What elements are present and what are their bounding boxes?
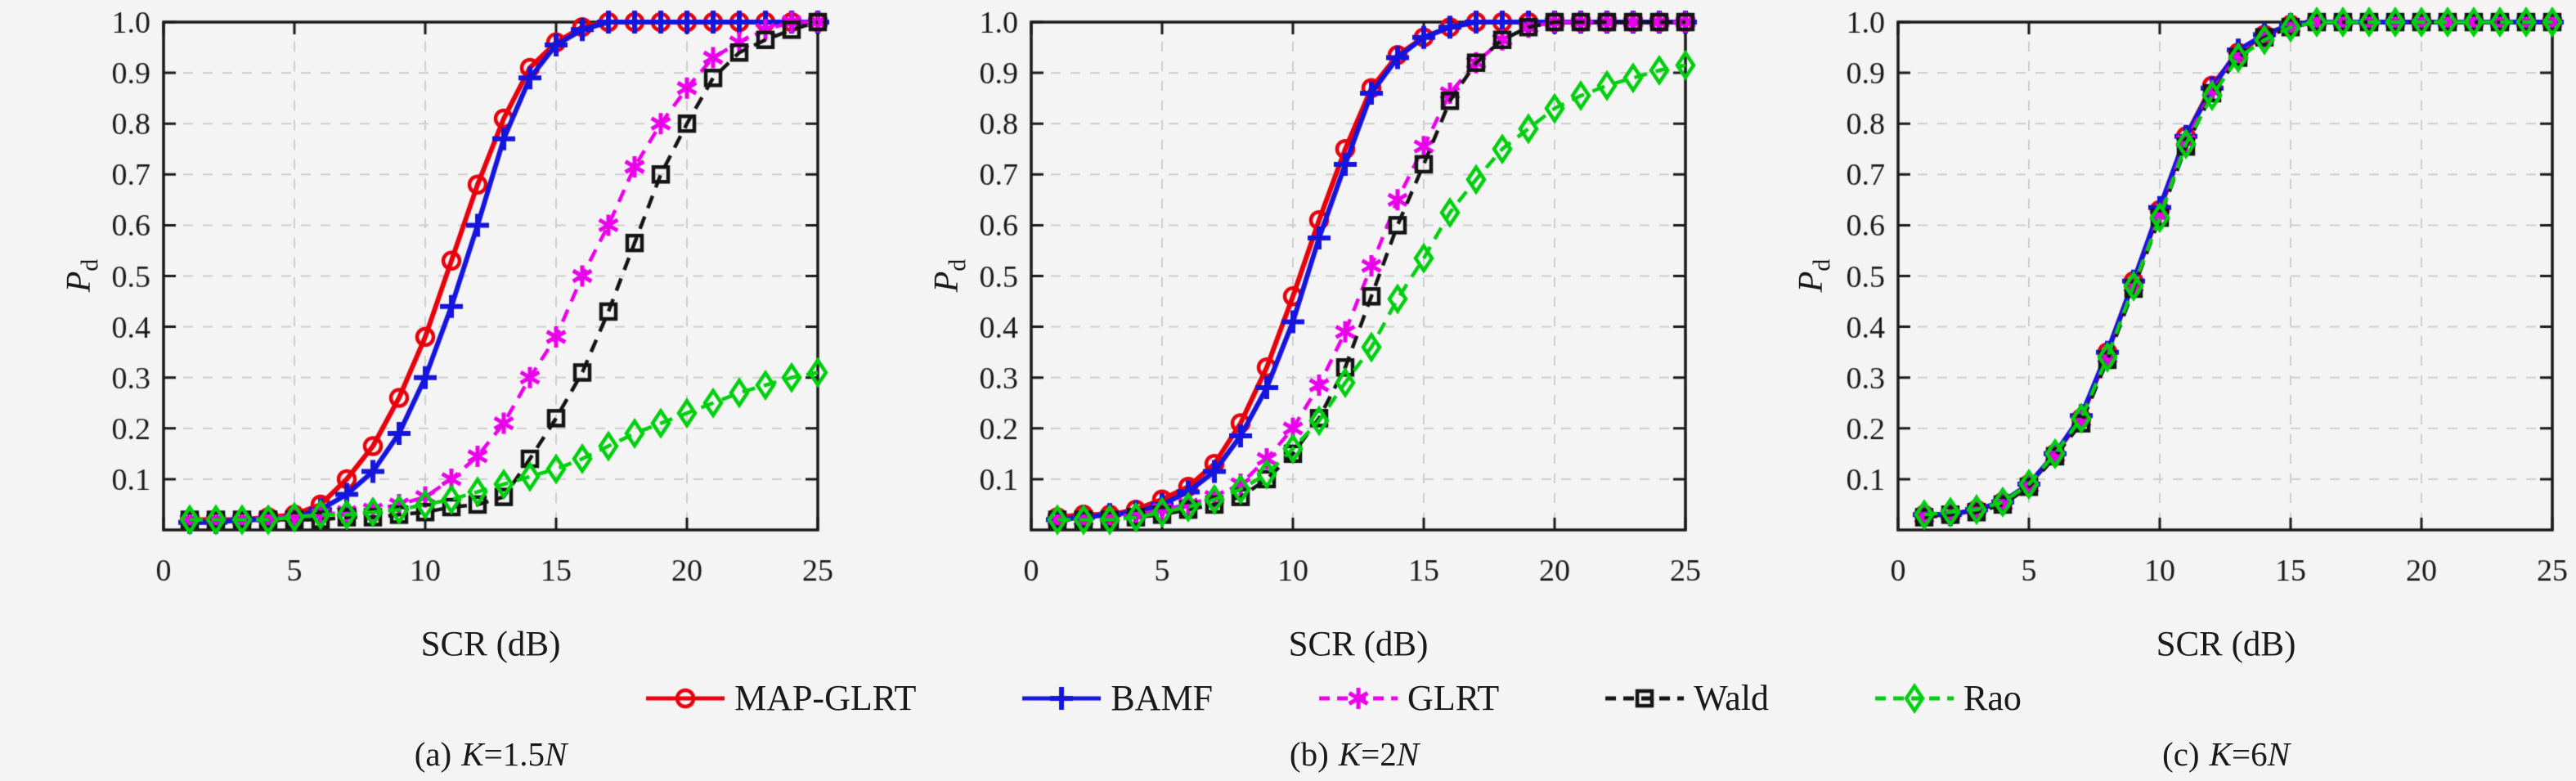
chart-canvas-c — [1735, 0, 2576, 671]
chart-canvas-a — [0, 0, 867, 671]
legend-item-wald: Wald — [1604, 677, 1769, 719]
legend-item-rao: Rao — [1874, 677, 2022, 719]
legend: MAP-GLRT BAMF GLRT Wald Rao — [644, 677, 2022, 719]
x-axis-label-c: SCR (dB) — [2156, 625, 2296, 664]
legend-label-glrt: GLRT — [1407, 678, 1500, 718]
y-axis-label-b-main: P — [927, 271, 966, 293]
caption-c: (c) K=6N — [2162, 734, 2290, 774]
caption-a-prefix: (a) — [414, 735, 452, 773]
glrt-marker-icon — [1317, 679, 1400, 717]
x-axis-label-a: SCR (dB) — [420, 625, 561, 664]
caption-a-n: N — [544, 735, 568, 773]
caption-b: (b) K=2N — [1290, 734, 1419, 774]
caption-c-k: K — [2209, 735, 2232, 773]
y-axis-label-b-sub: d — [944, 258, 972, 272]
wald-marker-icon — [1604, 679, 1686, 717]
x-axis-label-b: SCR (dB) — [1288, 625, 1429, 664]
caption-a-eq: =1.5 — [483, 735, 545, 773]
legend-label-wald: Wald — [1694, 678, 1770, 718]
caption-a-k: K — [461, 735, 484, 773]
caption-b-prefix: (b) — [1289, 735, 1329, 773]
y-axis-label-c-main: P — [1792, 271, 1830, 293]
caption-c-n: N — [2267, 735, 2290, 773]
map-glrt-marker-icon — [644, 679, 727, 717]
y-axis-label-a-main: P — [60, 271, 98, 293]
caption-c-eq: =6 — [2231, 735, 2268, 773]
caption-c-prefix: (c) — [2162, 735, 2200, 773]
caption-b-eq: =2 — [1361, 735, 1397, 773]
caption-a: (a) K=1.5N — [415, 734, 568, 774]
legend-item-map-glrt: MAP-GLRT — [644, 677, 916, 719]
caption-b-n: N — [1396, 735, 1420, 773]
y-axis-label-a: Pd — [60, 259, 104, 293]
legend-label-rao: Rao — [1963, 678, 2022, 718]
y-axis-label-c-sub: d — [1808, 258, 1836, 272]
legend-label-bamf: BAMF — [1111, 678, 1214, 718]
legend-label-map-glrt: MAP-GLRT — [734, 678, 917, 718]
y-axis-label-c: Pd — [1792, 259, 1836, 293]
y-axis-label-a-sub: d — [76, 258, 104, 272]
rao-marker-icon — [1874, 679, 1956, 717]
legend-item-glrt: GLRT — [1317, 677, 1499, 719]
legend-item-bamf: BAMF — [1021, 677, 1213, 719]
y-axis-label-b: Pd — [927, 259, 972, 293]
caption-b-k: K — [1338, 735, 1362, 773]
bamf-marker-icon — [1021, 679, 1103, 717]
chart-canvas-b — [868, 0, 1735, 671]
